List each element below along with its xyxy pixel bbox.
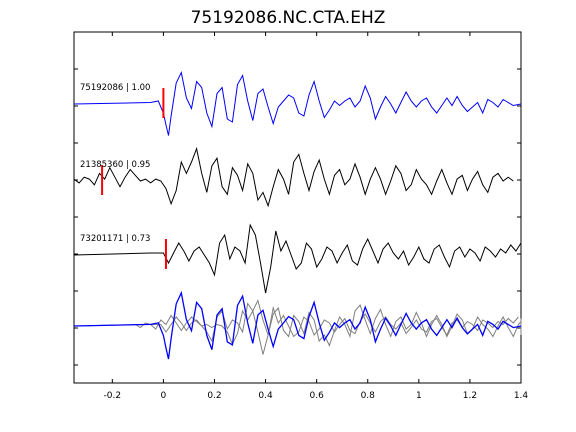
overlay-line-1 [135, 299, 522, 347]
trace-line-1 [73, 146, 514, 208]
trace-line-0 [73, 70, 522, 136]
trace-labels: 75192086 | 1.00 21385360 | 0.95 73201171 |… [80, 83, 150, 244]
overlay-line-2 [73, 302, 519, 355]
plot-area-frame [73, 31, 522, 384]
x-tick-label-5: 0.8 [361, 391, 376, 401]
x-axis-ticks [111, 32, 522, 383]
y-axis-ticks [74, 68, 521, 366]
trace-label-2: 73201171 | 0.73 [80, 234, 150, 244]
chart-title: 75192086.NC.CTA.EHZ [191, 8, 386, 28]
x-tick-label-6: 1 [416, 391, 422, 401]
x-tick-label-1: 0 [161, 391, 167, 401]
trace-line-2 [73, 223, 522, 294]
trace-label-0: 75192086 | 1.00 [80, 83, 150, 93]
trace-lines [73, 70, 522, 294]
trace-label-1: 21385360 | 0.95 [80, 160, 150, 170]
x-tick-label-2: 0.2 [207, 391, 221, 401]
x-tick-label-8: 1.4 [514, 391, 529, 401]
x-tick-label-0: -0.2 [104, 391, 122, 401]
x-tick-label-7: 1.2 [463, 391, 477, 401]
pick-markers [101, 88, 167, 269]
overlay-line-0 [73, 290, 522, 360]
x-tick-label-4: 0.6 [309, 391, 324, 401]
x-tick-label-3: 0.4 [258, 391, 273, 401]
overlay-traces [73, 290, 522, 360]
x-axis-tick-labels: -0.2 0 0.2 0.4 0.6 0.8 1 1.2 1.4 [104, 391, 529, 401]
